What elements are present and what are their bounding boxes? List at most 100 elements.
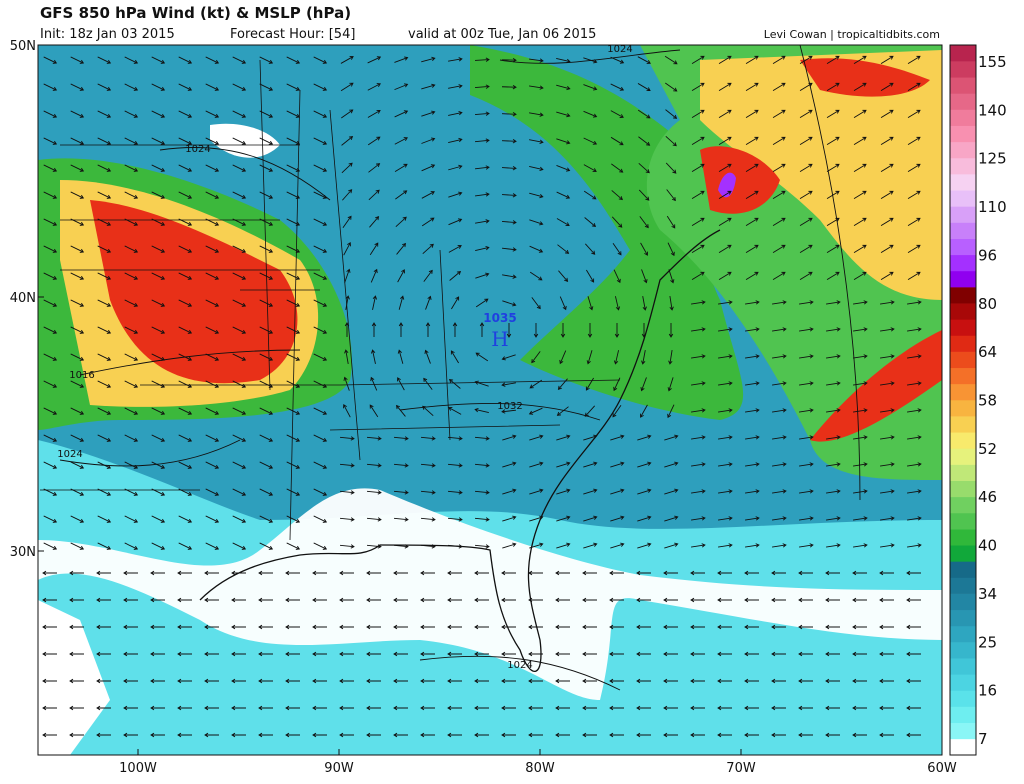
isobar-label: 1032 [497, 401, 522, 412]
wind-arrow [205, 164, 220, 172]
wind-arrow [853, 408, 868, 413]
wind-arrow [879, 597, 894, 603]
colorbar-bin [950, 319, 976, 336]
wind-arrow [528, 678, 543, 684]
colorbar-label: 7 [978, 730, 988, 748]
wind-arrow [205, 56, 220, 64]
wind-arrow [96, 651, 111, 657]
wind-arrow [313, 434, 328, 442]
wind-arrow [70, 407, 85, 415]
wind-arrow [718, 462, 733, 467]
colorbar-label: 25 [978, 633, 997, 651]
wind-arrow [313, 407, 328, 415]
wind-arrow [204, 570, 219, 576]
wind-arrow [826, 543, 841, 548]
wind-arrow [339, 624, 354, 630]
colorbar-bin [950, 93, 976, 110]
wind-arrow [799, 217, 813, 227]
wind-arrow [447, 732, 462, 738]
wind-arrow [668, 350, 673, 365]
wind-arrow [286, 353, 301, 361]
wind-arrow [313, 191, 328, 199]
wind-arrow [799, 516, 814, 521]
wind-arrow [745, 543, 760, 548]
wind-arrow [43, 461, 58, 469]
wind-arrow [771, 678, 786, 684]
wind-arrow [339, 463, 355, 468]
wind-arrow [744, 678, 759, 684]
wind-arrow [718, 381, 733, 386]
wind-arrow [637, 109, 651, 119]
wind-arrow [799, 354, 814, 359]
colorbar-label: 96 [978, 246, 997, 264]
wind-arrow [610, 515, 625, 522]
wind-arrow [178, 434, 193, 442]
wind-arrow [772, 435, 787, 440]
wind-arrow [880, 271, 894, 281]
wind-arrow [178, 218, 193, 226]
wind-arrow [907, 543, 922, 548]
wind-arrow [393, 490, 409, 495]
wind-arrow [826, 435, 841, 440]
wind-arrow [394, 83, 409, 91]
wind-arrow [313, 245, 328, 253]
wind-arrow [70, 299, 85, 307]
wind-arrow [124, 191, 139, 199]
wind-arrow [853, 489, 868, 494]
wind-arrow [178, 83, 193, 91]
wind-arrow [124, 434, 139, 442]
wind-arrow [555, 651, 570, 657]
wind-arrow [799, 136, 813, 146]
wind-arrow [474, 138, 490, 143]
wind-arrow [448, 191, 463, 198]
wind-arrow [397, 377, 405, 391]
wind-arrow [610, 56, 625, 64]
wind-arrow [366, 732, 381, 738]
wind-arrow [449, 270, 462, 281]
colorbar-label: 110 [978, 198, 1007, 216]
wind-arrow [178, 56, 193, 64]
wind-arrow [906, 705, 921, 711]
wind-arrow [177, 678, 192, 684]
wind-arrow [583, 110, 598, 118]
wind-arrow [204, 732, 219, 738]
wind-arrow [745, 408, 760, 413]
wind-arrow [150, 678, 165, 684]
wind-arrow [313, 488, 328, 496]
wind-arrow [341, 162, 353, 174]
wind-arrow [151, 461, 166, 469]
colorbar-bin [950, 464, 976, 481]
wind-arrow [907, 489, 922, 494]
wind-arrow [447, 517, 463, 522]
wind-arrow [502, 515, 517, 522]
wind-arrow [691, 55, 705, 65]
colorbar-bin [950, 416, 976, 433]
wind-arrow [826, 55, 840, 65]
wind-arrow [880, 190, 894, 200]
wind-arrow [450, 350, 459, 364]
wind-arrow [178, 488, 193, 496]
wind-arrow [691, 136, 705, 146]
wind-arrow [613, 269, 621, 284]
wind-arrow [853, 462, 868, 467]
wind-arrow [205, 407, 220, 415]
wind-arrow [667, 377, 674, 392]
wind-arrow [151, 56, 166, 64]
wind-arrow [422, 405, 434, 416]
wind-arrow [69, 678, 84, 684]
wind-arrow [718, 516, 733, 521]
wind-arrow [638, 136, 651, 146]
wind-arrow [853, 516, 868, 521]
wind-arrow [880, 381, 895, 386]
wind-arrow [880, 82, 894, 92]
wind-arrow [96, 624, 111, 630]
wind-arrow [907, 381, 922, 386]
wind-arrow [691, 244, 705, 254]
wind-arrow [612, 242, 622, 256]
wind-arrow [151, 407, 166, 415]
wind-arrow [286, 488, 301, 496]
wind-arrow [690, 678, 705, 684]
colorbar-bin [950, 383, 976, 401]
wind-arrow [906, 624, 921, 630]
wind-arrow [475, 245, 490, 251]
